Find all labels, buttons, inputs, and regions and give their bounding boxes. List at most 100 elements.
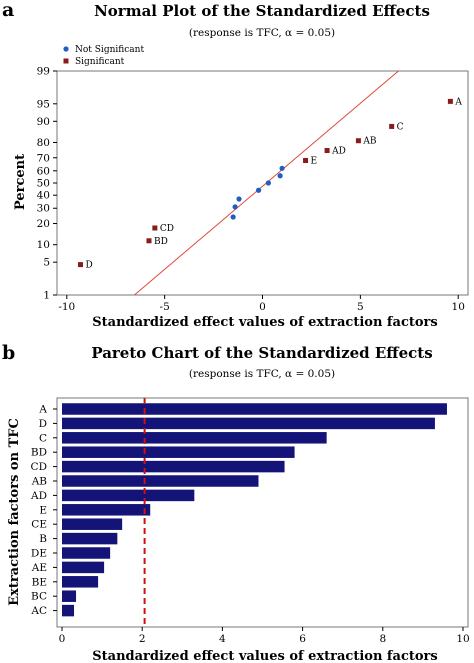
significant-point xyxy=(77,262,83,268)
x-tick-label: 5 xyxy=(357,301,364,313)
point-label: A xyxy=(454,97,462,107)
pareto-bar xyxy=(62,489,195,502)
category-label: DE xyxy=(31,548,47,560)
pareto-ylabel: Extraction factors on TFC xyxy=(7,418,22,606)
significant-point xyxy=(303,157,309,163)
x-tick-label: 4 xyxy=(219,633,226,645)
x-tick-label: 0 xyxy=(259,301,266,313)
y-tick-label: 10 xyxy=(37,239,50,251)
pareto-bar xyxy=(62,604,75,617)
pareto-bar xyxy=(62,403,447,415)
normal-plot-points: D BD CD E AD AB C A xyxy=(77,97,462,271)
y-tick-label: 30 xyxy=(37,203,50,215)
panel-label-a: a xyxy=(2,0,14,21)
pareto-bar xyxy=(62,532,118,545)
normal-plot-xlabel: Standardized effect values of extraction… xyxy=(92,315,437,330)
category-label: AD xyxy=(30,490,47,502)
significant-point xyxy=(447,98,453,104)
normal-plot-subtitle: (response is TFC, α = 0.05) xyxy=(189,27,335,39)
legend-label-significant: Significant xyxy=(75,57,125,67)
point-label: CD xyxy=(160,224,174,234)
pareto-bar xyxy=(62,576,99,588)
point-label: C xyxy=(397,122,404,132)
pareto-bar xyxy=(62,475,259,487)
pareto-bar xyxy=(62,504,151,516)
not-significant-point xyxy=(236,196,242,202)
y-tick-label: 70 xyxy=(37,152,50,164)
x-tick-label: -10 xyxy=(58,301,75,313)
legend-label-not-significant: Not Significant xyxy=(75,45,144,55)
y-tick-label: 50 xyxy=(37,178,50,190)
panel-label-b: b xyxy=(2,342,15,364)
x-tick-label: 6 xyxy=(299,633,306,645)
category-label: A xyxy=(38,404,47,416)
x-tick-label: 0 xyxy=(59,633,66,645)
pareto-xlabel: Standardized effect values of extraction… xyxy=(92,649,437,663)
y-tick-label: 5 xyxy=(43,257,50,269)
legend: Not Significant Significant xyxy=(63,45,144,67)
category-label: C xyxy=(39,432,47,444)
point-label: AB xyxy=(362,137,376,147)
normal-plot-ylabel: Percent xyxy=(13,154,28,210)
pareto-title: Pareto Chart of the Standardized Effects xyxy=(91,344,432,362)
pareto-bar xyxy=(62,561,105,574)
point-label: E xyxy=(311,156,318,166)
normal-plot-title: Normal Plot of the Standardized Effects xyxy=(94,2,430,20)
x-tick-label: 2 xyxy=(139,633,146,645)
pareto-bar xyxy=(62,432,327,444)
significant-point xyxy=(324,148,330,154)
y-tick-label: 80 xyxy=(37,137,50,149)
category-label: BE xyxy=(32,576,47,588)
category-label: AB xyxy=(31,476,48,488)
category-label: BD xyxy=(31,447,47,459)
pareto-frame xyxy=(56,397,469,628)
y-tick-label: 90 xyxy=(37,116,50,128)
pareto-subtitle: (response is TFC, α = 0.05) xyxy=(189,368,335,380)
y-tick-label: 60 xyxy=(37,165,50,177)
significant-point xyxy=(152,225,158,231)
normal-plot: a Normal Plot of the Standardized Effect… xyxy=(2,0,469,330)
category-label: AC xyxy=(30,605,47,617)
normal-plot-frame xyxy=(56,70,469,296)
legend-marker-significant xyxy=(63,58,69,64)
not-significant-point xyxy=(230,214,236,220)
not-significant-point xyxy=(279,165,285,171)
pareto-chart: b Pareto Chart of the Standardized Effec… xyxy=(2,342,470,663)
category-label: D xyxy=(39,418,47,430)
significant-point xyxy=(389,123,395,129)
category-label: CD xyxy=(31,461,47,473)
significant-point xyxy=(355,138,361,144)
not-significant-point xyxy=(265,180,271,186)
x-tick-label: 10 xyxy=(456,633,469,645)
pareto-bar xyxy=(62,446,295,458)
pareto-bar xyxy=(62,590,77,602)
x-tick-label: 10 xyxy=(452,301,465,313)
x-tick-label: -5 xyxy=(160,301,170,313)
category-label: AE xyxy=(31,562,47,574)
pareto-bars xyxy=(62,403,447,617)
y-tick-label: 40 xyxy=(37,190,50,202)
pareto-bar xyxy=(62,417,435,430)
not-significant-point xyxy=(277,173,283,179)
pareto-bar xyxy=(62,518,123,530)
y-tick-label: 1 xyxy=(43,290,50,302)
y-tick-label: 20 xyxy=(37,218,50,230)
x-tick-label: 8 xyxy=(379,633,386,645)
point-label: AD xyxy=(331,147,346,157)
legend-marker-not-significant xyxy=(63,46,69,52)
pareto-bar xyxy=(62,547,111,559)
y-tick-label: 95 xyxy=(37,98,50,110)
pareto-bar xyxy=(62,460,285,473)
significant-point xyxy=(146,238,152,244)
not-significant-point xyxy=(232,204,238,210)
y-tick-label: 99 xyxy=(37,66,50,78)
point-label: D xyxy=(85,261,92,271)
category-label: BC xyxy=(31,591,47,603)
not-significant-point xyxy=(255,187,262,193)
category-label: E xyxy=(39,504,47,516)
category-label: B xyxy=(39,533,47,545)
point-label: BD xyxy=(154,237,168,247)
